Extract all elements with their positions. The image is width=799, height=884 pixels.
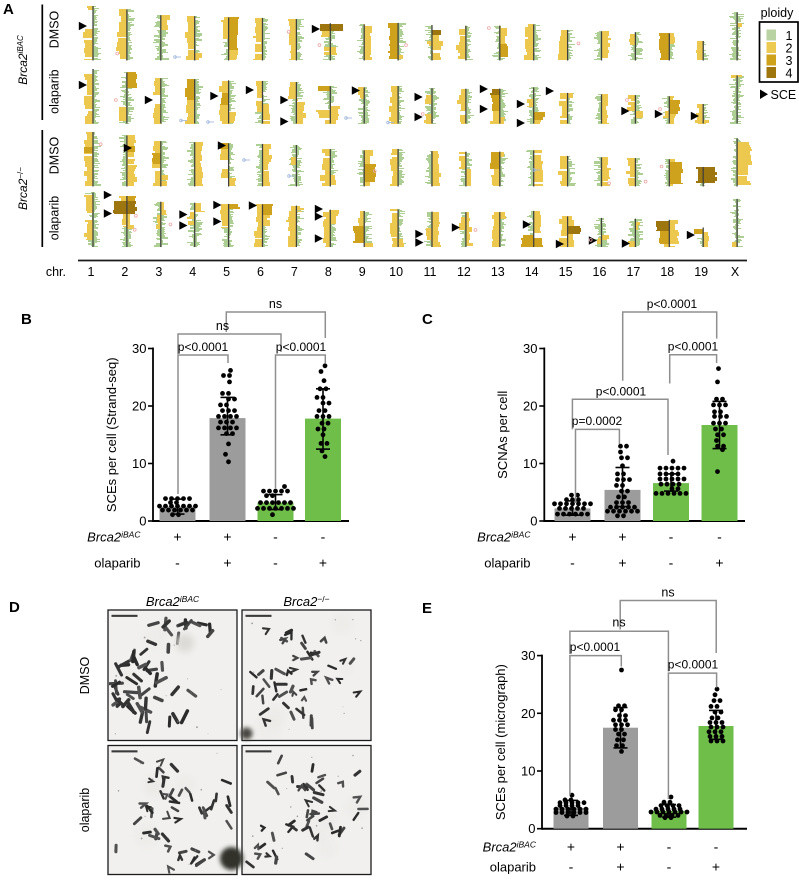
- svg-text:6: 6: [257, 265, 264, 279]
- svg-text:p=0.0002: p=0.0002: [572, 414, 623, 428]
- svg-text:p<0.0001: p<0.0001: [596, 385, 647, 399]
- svg-text:-: -: [570, 555, 575, 571]
- svg-text:-: -: [273, 529, 278, 545]
- svg-text:-: -: [175, 555, 180, 571]
- svg-text:B: B: [21, 311, 32, 328]
- svg-text:10: 10: [521, 764, 535, 779]
- svg-text:14: 14: [525, 265, 539, 279]
- svg-text:+: +: [715, 555, 723, 571]
- svg-text:1: 1: [786, 29, 793, 43]
- svg-text:+: +: [712, 859, 720, 875]
- svg-text:p<0.0001: p<0.0001: [668, 340, 719, 354]
- svg-text:p<0.0001: p<0.0001: [276, 340, 327, 354]
- svg-text:p<0.0001: p<0.0001: [570, 640, 621, 654]
- svg-text:-: -: [669, 529, 674, 545]
- svg-text:0: 0: [139, 514, 146, 529]
- svg-text:0: 0: [528, 821, 535, 836]
- svg-text:20: 20: [132, 399, 146, 414]
- svg-text:-: -: [717, 529, 722, 545]
- svg-text:-: -: [569, 859, 574, 875]
- svg-text:3: 3: [786, 54, 793, 68]
- svg-text:12: 12: [457, 265, 471, 279]
- svg-text:+: +: [223, 529, 231, 545]
- svg-text:Brca2−/−: Brca2−/−: [283, 594, 329, 609]
- svg-text:-: -: [669, 555, 674, 571]
- svg-text:-: -: [273, 555, 278, 571]
- svg-text:8: 8: [325, 265, 332, 279]
- svg-text:olaparib: olaparib: [94, 556, 140, 571]
- svg-text:20: 20: [521, 706, 535, 721]
- svg-text:30: 30: [132, 341, 146, 356]
- svg-text:5: 5: [223, 265, 230, 279]
- svg-text:+: +: [173, 529, 181, 545]
- svg-text:+: +: [568, 529, 576, 545]
- svg-text:+: +: [616, 859, 624, 875]
- svg-text:16: 16: [593, 265, 607, 279]
- svg-text:4: 4: [189, 265, 196, 279]
- svg-text:olaparib: olaparib: [484, 556, 530, 571]
- svg-text:-: -: [667, 839, 672, 855]
- svg-text:olaparib: olaparib: [78, 788, 92, 833]
- svg-text:18: 18: [660, 265, 674, 279]
- svg-text:DMSO: DMSO: [48, 136, 62, 174]
- svg-text:SCEs per cell (Strand-seq): SCEs per cell (Strand-seq): [104, 357, 119, 512]
- svg-text:+: +: [618, 529, 626, 545]
- svg-text:X: X: [731, 265, 740, 279]
- svg-text:30: 30: [523, 341, 537, 356]
- svg-text:-: -: [667, 859, 672, 875]
- svg-text:chr.: chr.: [46, 265, 66, 279]
- svg-text:SCEs per cell (micrograph): SCEs per cell (micrograph): [493, 664, 508, 820]
- svg-text:C: C: [422, 311, 433, 328]
- svg-text:ns: ns: [661, 586, 674, 600]
- svg-text:Brca2−/−: Brca2−/−: [16, 167, 30, 210]
- svg-text:Brca2iBAC: Brca2iBAC: [146, 594, 200, 609]
- svg-text:9: 9: [359, 265, 366, 279]
- svg-text:20: 20: [523, 399, 537, 414]
- svg-text:A: A: [3, 1, 14, 18]
- svg-text:ns: ns: [612, 616, 625, 630]
- svg-text:4: 4: [786, 67, 793, 81]
- svg-text:p<0.0001: p<0.0001: [668, 658, 719, 672]
- svg-text:0: 0: [530, 514, 537, 529]
- svg-text:2: 2: [786, 42, 793, 56]
- svg-text:+: +: [618, 555, 626, 571]
- svg-text:+: +: [223, 555, 231, 571]
- svg-text:ns: ns: [216, 319, 229, 333]
- svg-text:3: 3: [155, 265, 162, 279]
- svg-text:7: 7: [291, 265, 298, 279]
- svg-text:13: 13: [491, 265, 505, 279]
- svg-text:30: 30: [521, 648, 535, 663]
- svg-text:+: +: [567, 839, 575, 855]
- svg-text:15: 15: [559, 265, 573, 279]
- svg-text:olaparib: olaparib: [48, 69, 62, 114]
- svg-text:10: 10: [132, 456, 146, 471]
- svg-text:DMSO: DMSO: [48, 10, 62, 48]
- svg-text:ns: ns: [269, 297, 282, 311]
- svg-text:olaparib: olaparib: [48, 196, 62, 241]
- svg-text:DMSO: DMSO: [78, 656, 92, 694]
- svg-text:ploidy: ploidy: [761, 6, 794, 20]
- svg-text:SCNAs per cell: SCNAs per cell: [495, 391, 510, 479]
- svg-text:19: 19: [694, 265, 708, 279]
- svg-text:Brca2iBAC: Brca2iBAC: [477, 530, 531, 545]
- svg-text:Brca2iBAC: Brca2iBAC: [483, 840, 537, 855]
- svg-text:+: +: [616, 839, 624, 855]
- svg-text:1: 1: [88, 265, 95, 279]
- svg-text:E: E: [422, 600, 432, 617]
- svg-text:Brca2iBAC: Brca2iBAC: [87, 530, 141, 545]
- svg-text:p<0.0001: p<0.0001: [178, 340, 229, 354]
- svg-text:+: +: [319, 555, 327, 571]
- svg-text:-: -: [714, 839, 719, 855]
- svg-text:17: 17: [626, 265, 640, 279]
- svg-text:10: 10: [523, 456, 537, 471]
- svg-text:olaparib: olaparib: [490, 860, 536, 875]
- svg-text:2: 2: [121, 265, 128, 279]
- svg-text:D: D: [9, 599, 20, 616]
- svg-text:p<0.0001: p<0.0001: [647, 297, 698, 311]
- svg-text:SCE: SCE: [771, 88, 797, 102]
- svg-text:10: 10: [389, 265, 403, 279]
- svg-text:-: -: [321, 529, 326, 545]
- svg-text:11: 11: [424, 265, 437, 279]
- svg-text:Brca2iBAC: Brca2iBAC: [16, 35, 30, 85]
